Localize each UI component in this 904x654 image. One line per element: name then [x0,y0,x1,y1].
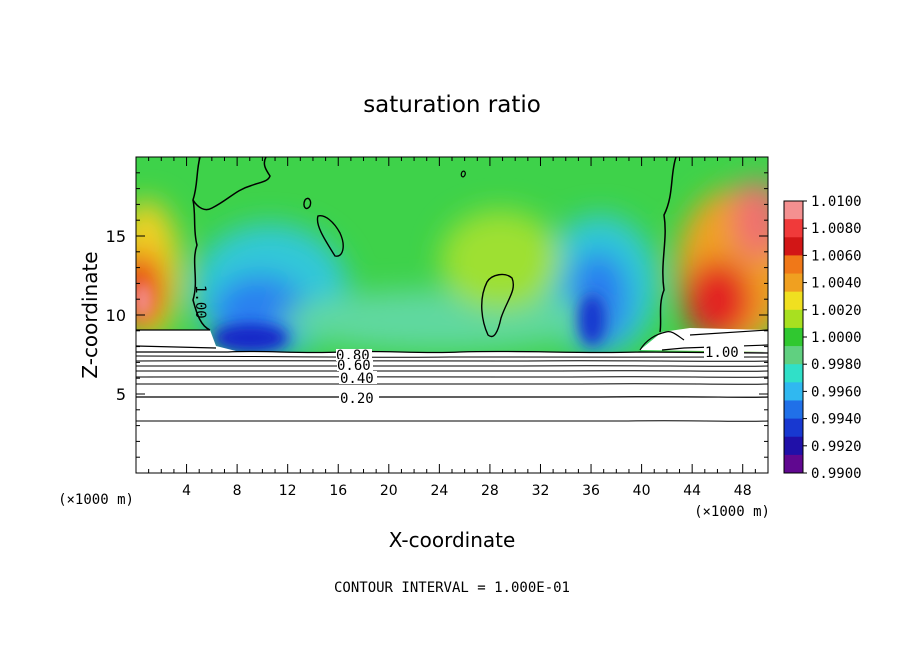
colorbar-cell [784,346,803,365]
x-tick-label: 32 [532,483,550,499]
colorbar-cell [784,400,803,420]
x-tick-labels: 4 8 12 16 20 24 28 32 36 40 44 48 [182,483,752,499]
x-axis-unit: (×1000 m) [694,504,770,520]
colorbar-label: 0.9920 [811,439,862,455]
x-tick-label: 44 [683,483,701,499]
contour-label-group: 1.00 1.00 0.80 0.60 0.40 0.20 [192,285,744,407]
colorbar-label: 1.0000 [811,330,862,346]
colorbar-cell [784,255,803,275]
y-tick-label: 5 [116,385,126,404]
colorbar-label: 1.0100 [811,194,862,210]
y-tick-labels: 5 10 15 [106,227,126,404]
x-tick-label: 48 [734,483,752,499]
y-tick-label: 15 [106,227,126,246]
z-axis-unit: (×1000 m) [58,492,134,508]
contour-label: 1.00 [705,345,739,361]
contour-interval-caption: CONTOUR INTERVAL = 1.000E-01 [334,580,570,596]
colorbar-cell [784,291,803,311]
colorbar-label: 1.0060 [811,248,862,264]
x-tick-label: 28 [481,483,499,499]
contour-label: 1.00 [192,285,208,319]
colorbar-cell [784,454,803,474]
colorbar-label: 0.9960 [811,384,862,400]
colorbar-cell [784,418,803,438]
x-tick-label: 4 [182,483,191,499]
colorbar-label: 1.0040 [811,276,862,292]
x-tick-label: 24 [430,483,448,499]
y-tick-label: 10 [106,306,126,325]
colorbar-cell [784,309,803,329]
contour-label: 0.40 [340,371,374,387]
colorbar-cell [784,327,803,347]
colorbar-cell [784,382,803,401]
chart-title: saturation ratio [363,92,541,118]
x-tick-label: 20 [380,483,398,499]
x-tick-label: 12 [279,483,297,499]
heatmap-field [136,157,768,473]
colorbar-label: 0.9980 [811,357,862,373]
colorbar-cell [784,364,803,383]
x-tick-label: 16 [329,483,347,499]
contour-label: 0.60 [337,358,371,374]
colorbar-cell [784,219,803,238]
x-tick-label: 36 [582,483,600,499]
colorbar-label: 0.9940 [811,412,862,428]
x-tick-label: 8 [233,483,242,499]
x-axis-label: X-coordinate [389,528,516,552]
colorbar-label: 1.0080 [811,221,862,237]
axis-ticks [136,157,768,473]
colorbar-label: 1.0020 [811,303,862,319]
y-axis-label: Z-coordinate [78,251,102,378]
colorbar-cell [784,273,803,293]
colorbar-cell [784,436,803,456]
colorbar-label: 0.9900 [811,466,862,482]
x-tick-label: 40 [633,483,651,499]
contour-label: 0.20 [340,391,374,407]
colorbar-frame [783,200,804,474]
colorbar-cell [784,201,803,220]
colorbar: 1.0100 1.0080 1.0060 1.0040 1.0020 1.000… [783,194,862,482]
colorbar-cell [784,237,803,256]
